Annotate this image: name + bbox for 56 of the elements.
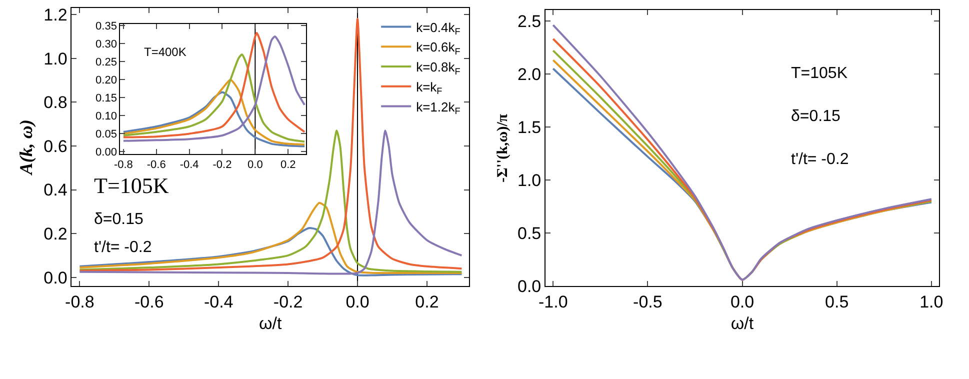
y-tick-label: 0.8 bbox=[44, 93, 68, 112]
x-tick-label: 0.0 bbox=[248, 159, 263, 172]
y-tick-label: 0.5 bbox=[518, 224, 542, 244]
x-axis-title: ω/t bbox=[258, 314, 282, 333]
line-series bbox=[78, 202, 463, 274]
y-tick-label: 0.25 bbox=[96, 56, 117, 69]
x-tick-label: -0.6 bbox=[134, 292, 164, 312]
x-tick-label: -0.6 bbox=[146, 159, 166, 172]
y-axis-title: A(k, ω) bbox=[16, 120, 36, 176]
legend-label: k=1.2k$_{F}$ bbox=[416, 99, 461, 116]
y-tick-label: 0.00 bbox=[96, 146, 117, 159]
y-tick-label: 2.0 bbox=[518, 64, 542, 84]
y-tick-label: 1.2 bbox=[44, 5, 68, 24]
x-tick-label: -0.5 bbox=[633, 292, 662, 312]
annotation: T=105K bbox=[791, 65, 848, 82]
y-tick-label: 0.10 bbox=[96, 110, 117, 123]
legend-label: k=0.6k$_{F}$ bbox=[416, 40, 461, 56]
line-series bbox=[122, 91, 306, 148]
annotation: T=105K bbox=[94, 173, 169, 198]
x-tick-label: -0.4 bbox=[204, 292, 234, 312]
y-tick-label: 1.0 bbox=[44, 49, 68, 68]
legend-label: k=0.4k$_{F}$ bbox=[416, 20, 461, 36]
y-tick-label: 0.2 bbox=[44, 224, 68, 244]
annotation: δ=0.15 bbox=[94, 211, 144, 228]
x-tick-label: -0.8 bbox=[65, 292, 94, 312]
x-tick-label: -0.2 bbox=[212, 159, 232, 172]
y-tick-label: 0.15 bbox=[96, 92, 117, 105]
y-tick-label: 0.4 bbox=[44, 180, 68, 200]
x-tick-label: 0.2 bbox=[415, 292, 439, 312]
x-tick-label: 0.0 bbox=[730, 292, 754, 312]
legend-label: k=0.8k$_{F}$ bbox=[416, 60, 461, 76]
x-tick-label: 1.0 bbox=[920, 292, 944, 312]
y-tick-label: 0.30 bbox=[96, 38, 117, 51]
x-tick-label: -0.2 bbox=[273, 292, 303, 312]
x-tick-label: 0.5 bbox=[825, 292, 849, 312]
x-tick-label: -0.4 bbox=[180, 159, 199, 172]
y-tick-label: 0.0 bbox=[44, 268, 68, 288]
line-series bbox=[78, 227, 463, 276]
y-tick-label: 1.5 bbox=[518, 118, 542, 137]
y-tick-label: 0.20 bbox=[96, 74, 117, 87]
x-tick-label: 0.2 bbox=[280, 159, 296, 172]
legend-label: k=k$_{F}$ bbox=[416, 79, 443, 96]
annotation: t'/t= -0.2 bbox=[791, 151, 849, 168]
y-tick-label: 2.5 bbox=[518, 12, 542, 31]
y-tick-label: 0.35 bbox=[96, 20, 117, 33]
line-series bbox=[122, 78, 306, 146]
x-tick-label: 0.0 bbox=[346, 292, 370, 312]
y-tick-label: 0.05 bbox=[96, 128, 117, 141]
x-tick-label: -0.8 bbox=[114, 159, 133, 172]
x-axis-title: ω/t bbox=[730, 314, 754, 333]
annotation: t'/t= -0.2 bbox=[94, 239, 152, 256]
line-series bbox=[78, 18, 463, 272]
annotation: δ=0.15 bbox=[791, 108, 840, 125]
y-axis-title: -Σ''(k,ω)/π bbox=[494, 113, 511, 182]
annotation: T=400K bbox=[144, 45, 186, 59]
y-tick-label: 0.6 bbox=[44, 136, 68, 156]
